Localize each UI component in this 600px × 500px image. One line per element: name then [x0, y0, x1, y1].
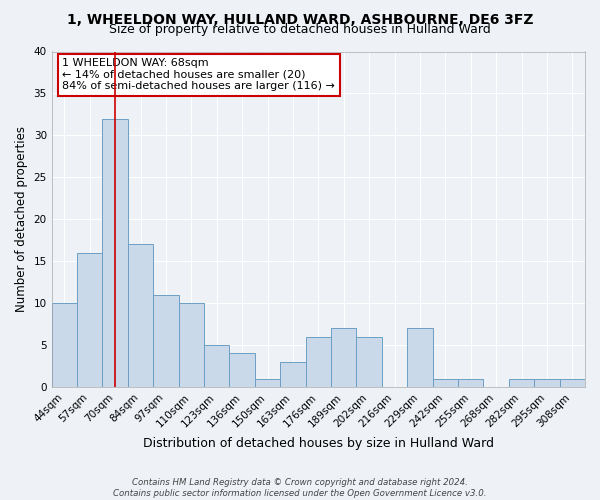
- Bar: [458, 378, 484, 387]
- Bar: [255, 378, 280, 387]
- Bar: [407, 328, 433, 387]
- Text: 1, WHEELDON WAY, HULLAND WARD, ASHBOURNE, DE6 3FZ: 1, WHEELDON WAY, HULLAND WARD, ASHBOURNE…: [67, 12, 533, 26]
- Bar: [509, 378, 534, 387]
- Bar: [153, 294, 179, 387]
- Text: Size of property relative to detached houses in Hulland Ward: Size of property relative to detached ho…: [109, 22, 491, 36]
- Bar: [52, 303, 77, 387]
- Bar: [331, 328, 356, 387]
- Bar: [356, 336, 382, 387]
- X-axis label: Distribution of detached houses by size in Hulland Ward: Distribution of detached houses by size …: [143, 437, 494, 450]
- Bar: [179, 303, 204, 387]
- Bar: [103, 118, 128, 387]
- Bar: [128, 244, 153, 387]
- Bar: [77, 253, 103, 387]
- Bar: [204, 345, 229, 387]
- Y-axis label: Number of detached properties: Number of detached properties: [15, 126, 28, 312]
- Text: 1 WHEELDON WAY: 68sqm
← 14% of detached houses are smaller (20)
84% of semi-deta: 1 WHEELDON WAY: 68sqm ← 14% of detached …: [62, 58, 335, 92]
- Bar: [305, 336, 331, 387]
- Bar: [433, 378, 458, 387]
- Bar: [534, 378, 560, 387]
- Text: Contains HM Land Registry data © Crown copyright and database right 2024.
Contai: Contains HM Land Registry data © Crown c…: [113, 478, 487, 498]
- Bar: [280, 362, 305, 387]
- Bar: [560, 378, 585, 387]
- Bar: [229, 354, 255, 387]
